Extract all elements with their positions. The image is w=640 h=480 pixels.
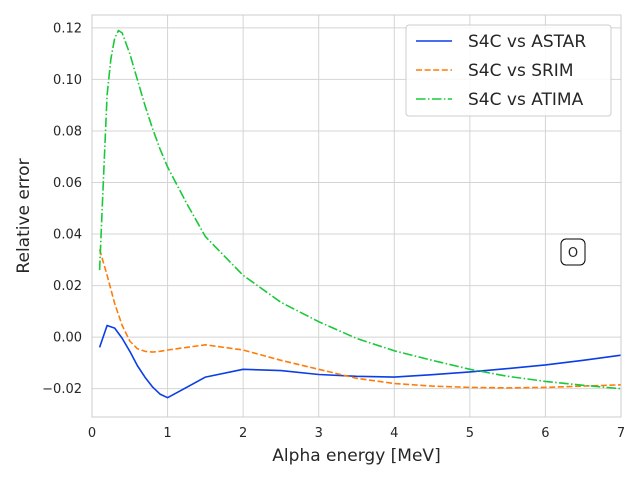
x-tick-label: 2 xyxy=(239,426,247,441)
y-axis: −0.02 0.00 0.02 0.04 0.06 0.08 0.10 0.12 xyxy=(42,21,82,397)
y-tick-label: 0.06 xyxy=(53,176,82,191)
x-tick-label: 7 xyxy=(617,426,625,441)
x-tick-label: 3 xyxy=(315,426,323,441)
y-tick-label: 0.00 xyxy=(53,331,82,346)
legend-label: S4C vs SRIM xyxy=(468,61,574,81)
series-layer xyxy=(98,29,622,399)
x-tick-label: 0 xyxy=(88,426,96,441)
legend-label: S4C vs ATIMA xyxy=(468,90,584,110)
annotation-frame xyxy=(560,238,586,266)
legend: S4C vs ASTAR S4C vs SRIM S4C vs ATIMA xyxy=(405,24,612,117)
x-axis-label: Alpha energy [MeV] xyxy=(272,446,440,466)
annotation-text: O xyxy=(568,246,578,261)
x-tick-label: 5 xyxy=(466,426,474,441)
y-tick-label: 0.10 xyxy=(53,73,82,88)
y-tick-label: 0.08 xyxy=(53,124,82,139)
annotation-box: O xyxy=(560,238,586,266)
series-line xyxy=(98,249,622,389)
plot-frame xyxy=(91,14,622,418)
y-tick-label: 0.02 xyxy=(53,279,82,294)
legend-label: S4C vs ASTAR xyxy=(468,32,586,52)
x-axis: 0 1 2 3 4 5 6 7 xyxy=(88,426,625,441)
x-tick-label: 6 xyxy=(541,426,549,441)
y-tick-label: 0.12 xyxy=(53,21,82,36)
x-tick-label: 4 xyxy=(390,426,398,441)
x-tick-label: 1 xyxy=(163,426,171,441)
legend-frame xyxy=(405,24,612,117)
series-line xyxy=(98,324,622,399)
y-tick-label: 0.04 xyxy=(53,228,82,243)
y-axis-label: Relative error xyxy=(14,158,34,273)
y-tick-label: −0.02 xyxy=(42,382,82,397)
